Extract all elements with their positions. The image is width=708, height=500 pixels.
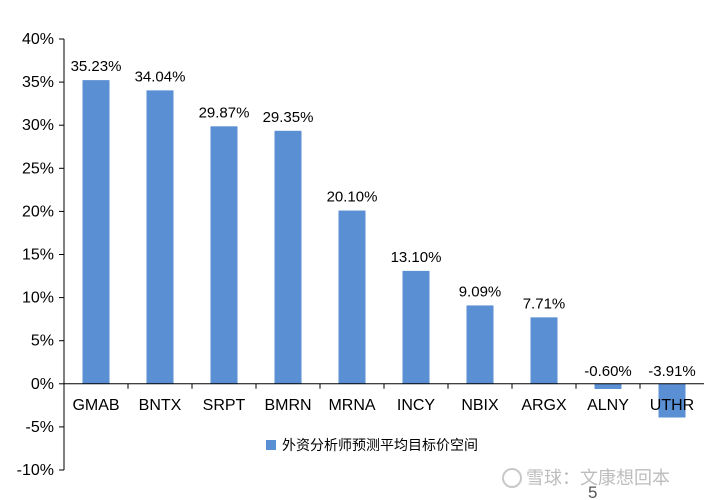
data-label: 20.10%: [327, 189, 378, 206]
bar-srpt: [210, 126, 238, 384]
category-label: ARGX: [521, 397, 567, 414]
page-number: 5: [588, 483, 597, 500]
y-tick-label: 20%: [22, 203, 54, 220]
bar-argx: [530, 317, 558, 384]
data-label: 7.71%: [523, 295, 566, 312]
bar-uthr: [658, 383, 686, 418]
x-axis: GMAB BNTX SRPT BMRN MRNA INCY NBIX ARGX ALNY UTHR: [64, 383, 704, 414]
bar-incy: [402, 270, 430, 384]
bar-gmab: [82, 80, 110, 384]
y-tick-label: 5%: [31, 333, 54, 350]
y-tick-label: 0%: [31, 376, 54, 393]
category-label: BNTX: [139, 397, 182, 414]
y-tick-label: 10%: [22, 290, 54, 307]
bar-bntx: [146, 90, 174, 384]
data-label: -0.60%: [584, 363, 632, 380]
watermark: 雪球：文康想回本: [502, 468, 670, 488]
data-label: -3.91%: [648, 363, 696, 380]
data-label: 13.10%: [391, 249, 442, 266]
category-label: SRPT: [203, 397, 246, 414]
legend-swatch: [266, 440, 276, 450]
bar-mrna: [338, 210, 366, 384]
category-label: UTHR: [650, 397, 694, 414]
y-tick-label: 40%: [22, 31, 54, 48]
category-label: BMRN: [264, 397, 311, 414]
watermark-text: 雪球：文康想回本: [526, 468, 670, 488]
legend-label: 外资分析师预测平均目标价空间: [282, 437, 478, 453]
bar-alny: [594, 383, 622, 389]
watermark-logo-icon: [502, 468, 522, 488]
category-label: ALNY: [587, 397, 629, 414]
legend: 外资分析师预测平均目标价空间: [266, 437, 478, 453]
data-label: 29.87%: [199, 104, 250, 121]
data-label: 34.04%: [135, 68, 186, 85]
data-label: 35.23%: [71, 58, 122, 75]
bars: [82, 80, 686, 418]
y-tick-label: -5%: [26, 419, 54, 436]
bar-nbix: [466, 305, 494, 384]
data-labels: 35.23% 34.04% 29.87% 29.35% 20.10% 13.10% 9.09…: [71, 58, 696, 380]
data-label: 29.35%: [263, 109, 314, 126]
y-tick-label: 30%: [22, 117, 54, 134]
y-tick-label: 25%: [22, 160, 54, 177]
category-label: GMAB: [72, 397, 119, 414]
y-tick-label: 35%: [22, 74, 54, 91]
y-tick-label: -10%: [17, 462, 54, 479]
bar-bmrn: [274, 130, 302, 384]
y-axis: 40% 35% 30% 25% 20% 15% 10% 5% 0% -5% -10%: [17, 31, 65, 479]
category-label: INCY: [397, 397, 436, 414]
y-tick-label: 15%: [22, 247, 54, 264]
data-label: 9.09%: [459, 283, 502, 300]
category-label: NBIX: [461, 397, 499, 414]
category-label: MRNA: [328, 397, 375, 414]
